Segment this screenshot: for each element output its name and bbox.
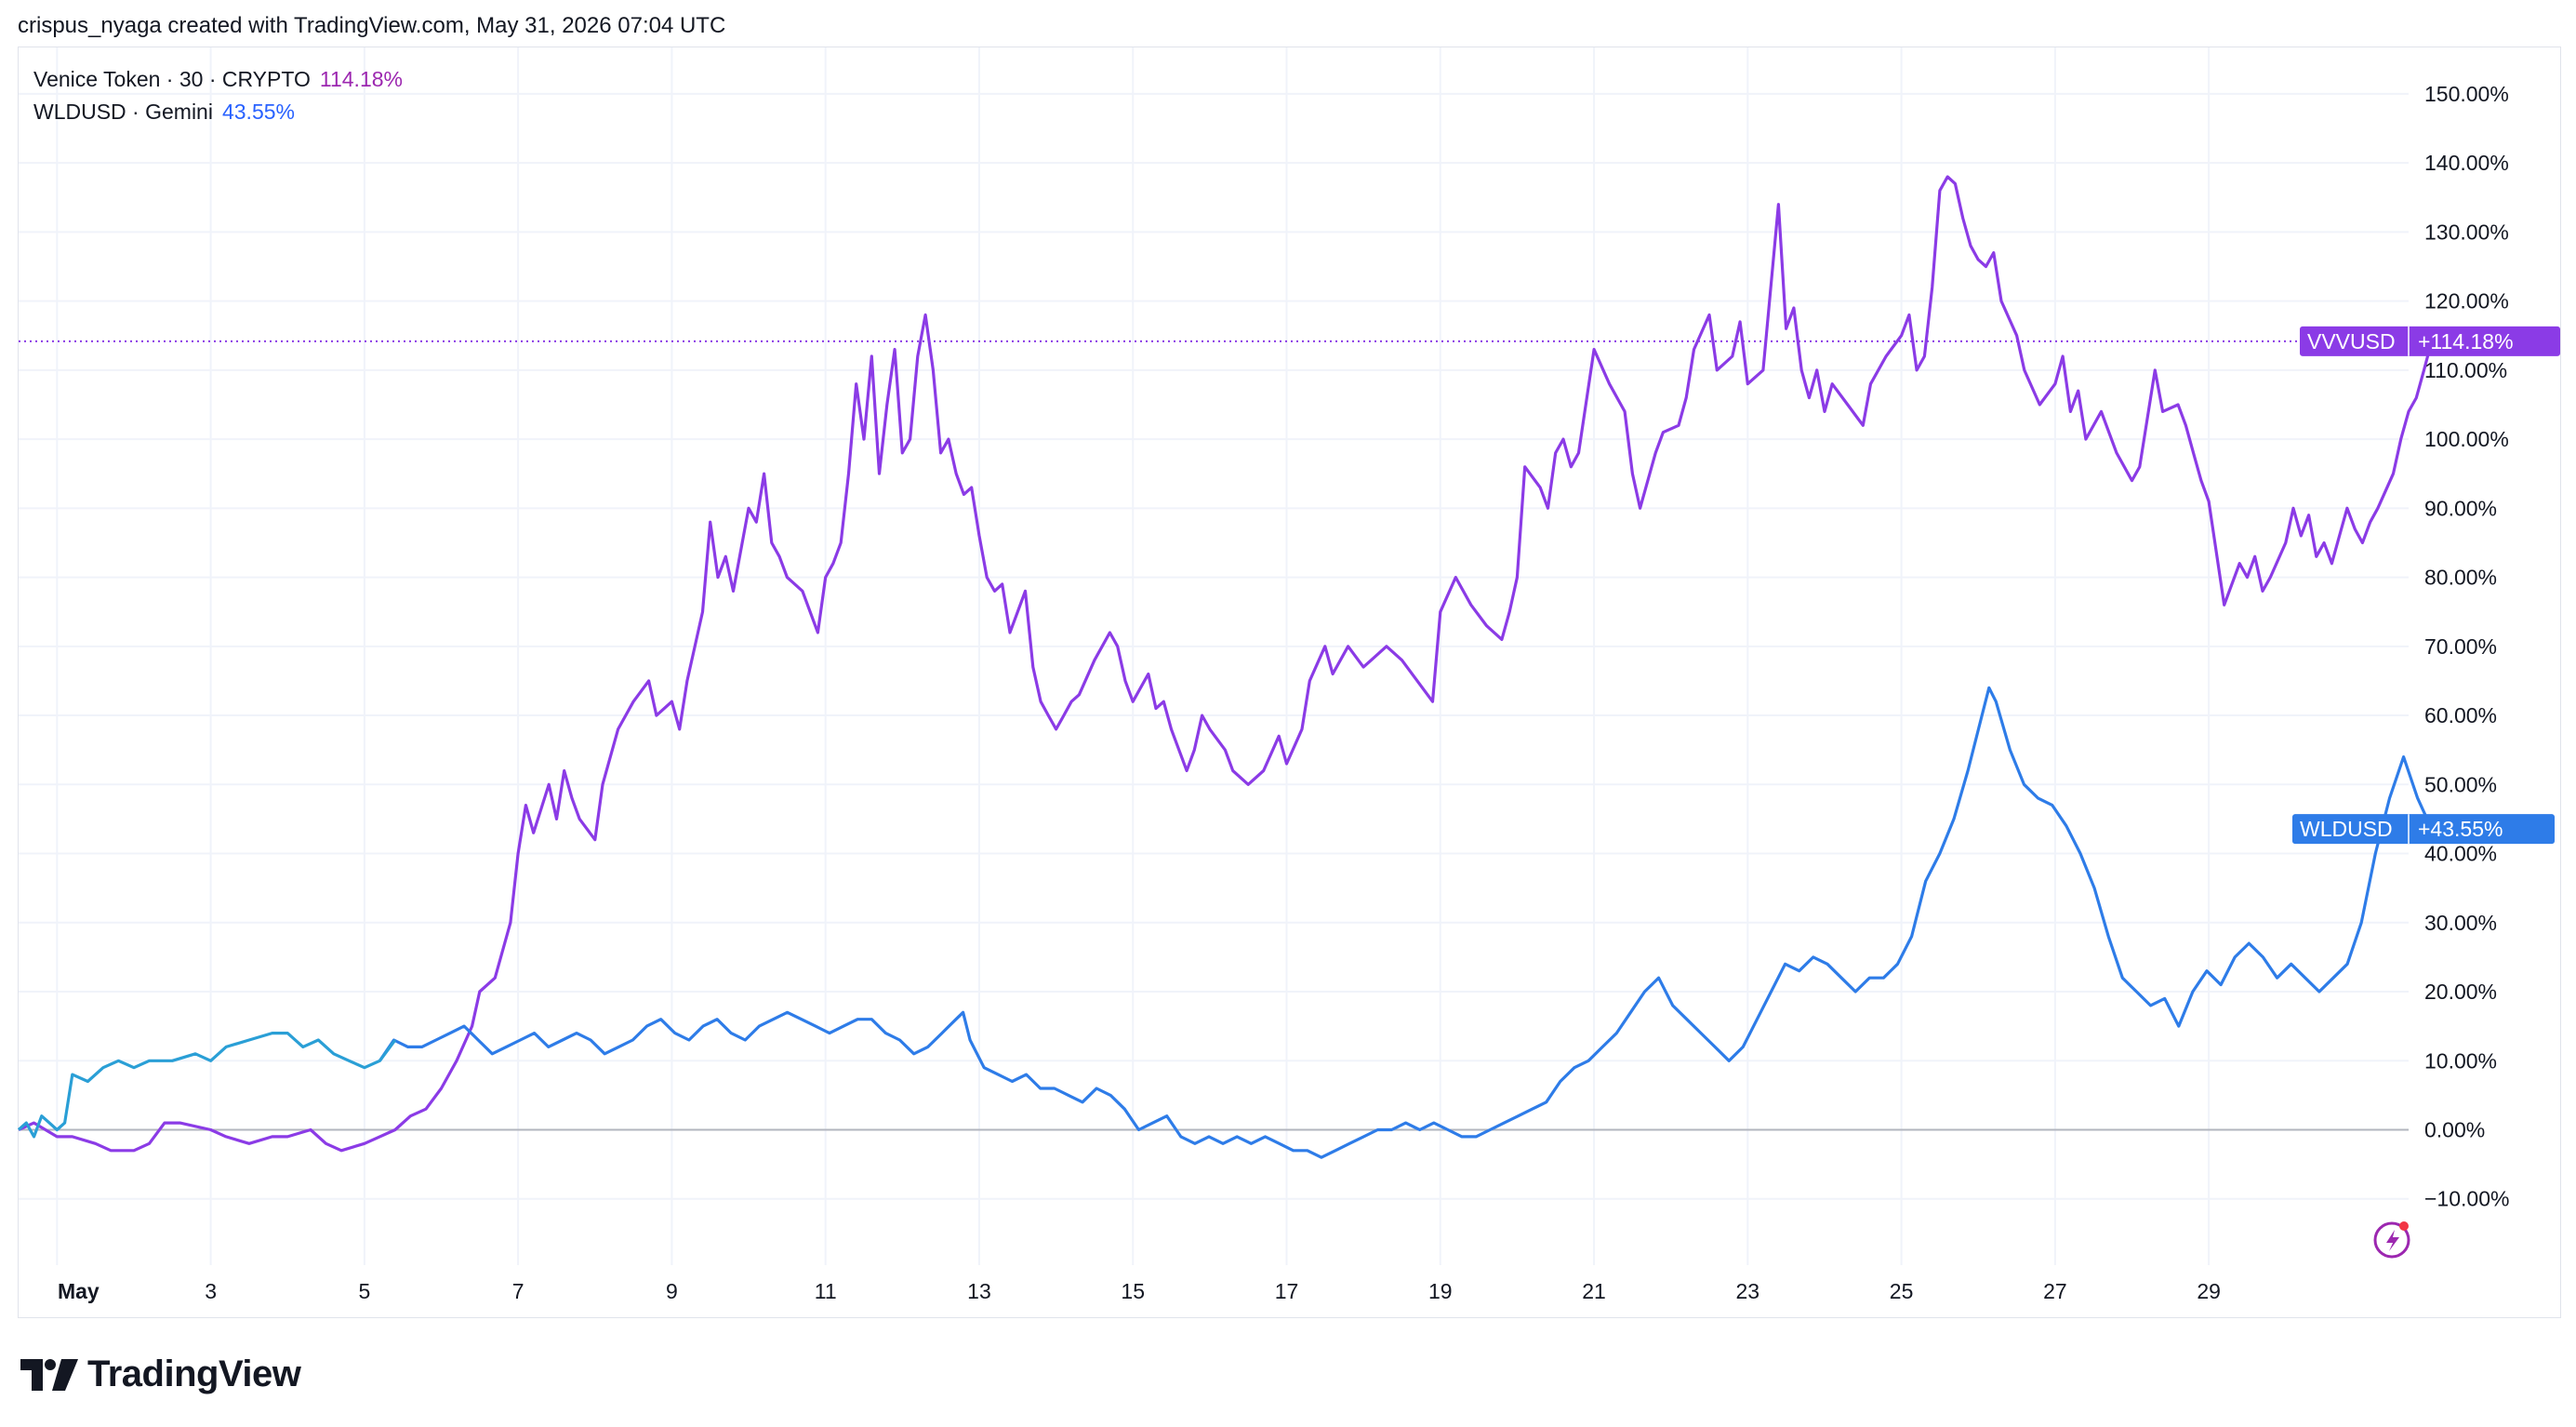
legend-wld-value: 43.55% [221,100,295,124]
tradingview-logo-icon [20,1358,78,1391]
y-tick-label: −10.00% [2424,1187,2509,1211]
x-tick-label: 25 [1890,1279,1914,1303]
x-tick-label: 23 [1736,1279,1760,1303]
legend-vvv-value: 114.18% [319,67,403,91]
y-tick-label: 40.00% [2424,842,2497,866]
x-tick-label: 11 [815,1279,837,1303]
legend-vvv: Venice Token · 30 · CRYPTO 114.18% [33,67,403,92]
x-tick-label: May [58,1279,100,1303]
x-tick-label: 7 [512,1279,524,1303]
vvvusd-last-value: +114.18% [2418,329,2514,353]
y-tick-label: 20.00% [2424,980,2497,1004]
y-tick-label: 60.00% [2424,703,2497,727]
y-tick-label: 100.00% [2424,427,2509,451]
y-tick-label: 0.00% [2424,1118,2485,1142]
y-tick-label: 130.00% [2424,220,2509,244]
series-group [17,175,2434,1159]
wldusd-last-value: +43.55% [2418,817,2503,841]
x-tick-label: 9 [666,1279,678,1303]
y-tick-label: 90.00% [2424,496,2497,520]
y-tick-label: 10.00% [2424,1048,2497,1073]
chart-frame [18,47,2561,1318]
x-tick-label: 27 [2043,1279,2067,1303]
x-axis: May 3 5 7 9 11 13 15 17 19 21 23 25 27 29 [58,1279,2221,1303]
y-axis: 150.00% 140.00% 130.00% 120.00% 110.00% 100.0… [2424,82,2509,1211]
legend-wld: WLDUSD · Gemini 43.55% [33,100,295,125]
x-tick-label: 3 [205,1279,217,1303]
y-tick-label: 140.00% [2424,151,2509,175]
y-tick-label: 80.00% [2424,566,2497,590]
x-tick-label: 29 [2197,1279,2221,1303]
grid [19,47,2409,1265]
wld-line [378,686,2434,1159]
y-tick-label: 120.00% [2424,289,2509,313]
y-tick-label: 30.00% [2424,911,2497,935]
legend-vvv-label: Venice Token · 30 · CRYPTO [33,67,311,91]
tradingview-logo[interactable]: TradingView [20,1354,301,1395]
x-tick-label: 5 [358,1279,370,1303]
replay-icon[interactable] [2373,1221,2410,1259]
y-tick-label: 50.00% [2424,772,2497,796]
chart-caption: crispus_nyaga created with TradingView.c… [18,13,726,38]
x-tick-label: 13 [967,1279,991,1303]
wldusd-last-tag [2292,814,2555,845]
vvvusd-last-name: VVVUSD [2307,329,2396,353]
y-tick-label: 110.00% [2424,358,2507,382]
last-value-labels: VVVUSD +114.18% WLDUSD +43.55% [2292,326,2560,845]
y-tick-label: 70.00% [2424,634,2497,659]
vvvusd-last-tag [2300,326,2560,356]
x-tick-label: 17 [1275,1279,1299,1303]
x-tick-label: 21 [1582,1279,1606,1303]
x-tick-label: 19 [1428,1279,1453,1303]
x-tick-label: 15 [1121,1279,1145,1303]
tradingview-logo-text: TradingView [87,1354,301,1394]
wldusd-last-name: WLDUSD [2300,817,2393,841]
y-tick-label: 150.00% [2424,82,2509,106]
vvv-line [18,175,2434,1153]
legend-wld-label: WLDUSD · Gemini [33,100,213,124]
wld-line-early [17,1032,397,1139]
